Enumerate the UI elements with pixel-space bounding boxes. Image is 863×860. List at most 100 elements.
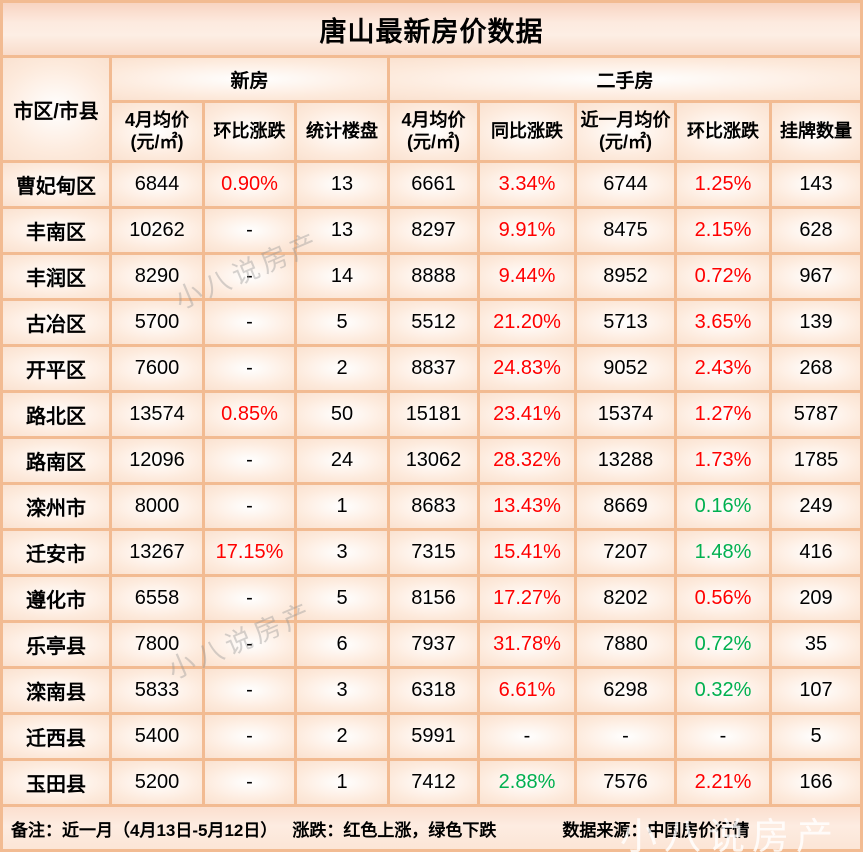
value-cell: 35 — [772, 623, 860, 666]
value-cell: 3.34% — [480, 163, 574, 206]
value-cell: 268 — [772, 347, 860, 390]
value-cell: 2.43% — [677, 347, 769, 390]
value-cell: 28.32% — [480, 439, 574, 482]
value-cell: 0.32% — [677, 669, 769, 712]
value-cell: 8290 — [112, 255, 202, 298]
value-cell: 209 — [772, 577, 860, 620]
value-cell: 15374 — [577, 393, 674, 436]
value-cell: 2.88% — [480, 761, 574, 804]
column-header-5: 近一月均价(元/㎡) — [577, 103, 674, 160]
value-cell: 416 — [772, 531, 860, 574]
district-cell: 曹妃甸区 — [3, 163, 109, 206]
value-cell: 12096 — [112, 439, 202, 482]
district-cell: 滦南县 — [3, 669, 109, 712]
value-cell: - — [205, 301, 294, 344]
value-cell: - — [205, 577, 294, 620]
value-cell: 13.43% — [480, 485, 574, 528]
value-cell: 3 — [297, 531, 387, 574]
group-header-new-homes: 新房 — [112, 58, 387, 100]
value-cell: 9.91% — [480, 209, 574, 252]
value-cell: 8683 — [390, 485, 477, 528]
value-cell: 6318 — [390, 669, 477, 712]
district-cell: 丰润区 — [3, 255, 109, 298]
value-cell: 13 — [297, 163, 387, 206]
value-cell: 5 — [297, 577, 387, 620]
value-cell: 166 — [772, 761, 860, 804]
value-cell: 0.16% — [677, 485, 769, 528]
value-cell: 7600 — [112, 347, 202, 390]
value-cell: - — [205, 209, 294, 252]
value-cell: 628 — [772, 209, 860, 252]
value-cell: - — [205, 669, 294, 712]
value-cell: - — [205, 439, 294, 482]
value-cell: - — [677, 715, 769, 758]
value-cell: 13267 — [112, 531, 202, 574]
value-cell: - — [205, 715, 294, 758]
value-cell: 0.85% — [205, 393, 294, 436]
value-cell: 14 — [297, 255, 387, 298]
value-cell: 7880 — [577, 623, 674, 666]
value-cell: 17.27% — [480, 577, 574, 620]
table-footer: 备注：近一月（4月13日-5月12日） 涨跌：红色上涨，绿色下跌 数据来源：中国… — [3, 807, 860, 849]
table-title: 唐山最新房价数据 — [3, 3, 860, 55]
value-cell: 2.15% — [677, 209, 769, 252]
value-cell: - — [205, 347, 294, 390]
value-cell: 967 — [772, 255, 860, 298]
value-cell: 5400 — [112, 715, 202, 758]
district-cell: 玉田县 — [3, 761, 109, 804]
value-cell: 1 — [297, 761, 387, 804]
footer-legend: 涨跌：红色上涨，绿色下跌 — [292, 820, 497, 840]
value-cell: 13 — [297, 209, 387, 252]
value-cell: 8888 — [390, 255, 477, 298]
value-cell: 8297 — [390, 209, 477, 252]
value-cell: 3.65% — [677, 301, 769, 344]
column-header-6: 环比涨跌 — [677, 103, 769, 160]
value-cell: 8202 — [577, 577, 674, 620]
value-cell: 31.78% — [480, 623, 574, 666]
value-cell: 1.48% — [677, 531, 769, 574]
value-cell: 1785 — [772, 439, 860, 482]
district-cell: 古冶区 — [3, 301, 109, 344]
value-cell: 2.21% — [677, 761, 769, 804]
value-cell: 0.90% — [205, 163, 294, 206]
value-cell: 8669 — [577, 485, 674, 528]
value-cell: 6298 — [577, 669, 674, 712]
value-cell: 1.25% — [677, 163, 769, 206]
value-cell: 6844 — [112, 163, 202, 206]
value-cell: 1 — [297, 485, 387, 528]
value-cell: 1.27% — [677, 393, 769, 436]
value-cell: 0.72% — [677, 255, 769, 298]
value-cell: - — [577, 715, 674, 758]
value-cell: 5787 — [772, 393, 860, 436]
district-cell: 开平区 — [3, 347, 109, 390]
value-cell: 7412 — [390, 761, 477, 804]
value-cell: 21.20% — [480, 301, 574, 344]
value-cell: 7576 — [577, 761, 674, 804]
value-cell: - — [205, 623, 294, 666]
district-cell: 迁安市 — [3, 531, 109, 574]
footer-source: 数据来源：中国房价行情 — [562, 820, 750, 840]
footer-note: 备注：近一月（4月13日-5月12日） — [11, 820, 278, 840]
district-cell: 丰南区 — [3, 209, 109, 252]
value-cell: 143 — [772, 163, 860, 206]
value-cell: 5991 — [390, 715, 477, 758]
value-cell: 5713 — [577, 301, 674, 344]
value-cell: 6.61% — [480, 669, 574, 712]
district-cell: 遵化市 — [3, 577, 109, 620]
corner-header-cell: 市区/市县 — [3, 58, 109, 160]
value-cell: 5 — [772, 715, 860, 758]
district-cell: 路南区 — [3, 439, 109, 482]
column-header-4: 同比涨跌 — [480, 103, 574, 160]
district-cell: 乐亭县 — [3, 623, 109, 666]
value-cell: 13288 — [577, 439, 674, 482]
value-cell: 15.41% — [480, 531, 574, 574]
value-cell: 5512 — [390, 301, 477, 344]
district-cell: 迁西县 — [3, 715, 109, 758]
value-cell: - — [480, 715, 574, 758]
value-cell: - — [205, 255, 294, 298]
value-cell: 24.83% — [480, 347, 574, 390]
column-header-1: 环比涨跌 — [205, 103, 294, 160]
value-cell: 0.56% — [677, 577, 769, 620]
group-header-secondhand-homes: 二手房 — [390, 58, 860, 100]
